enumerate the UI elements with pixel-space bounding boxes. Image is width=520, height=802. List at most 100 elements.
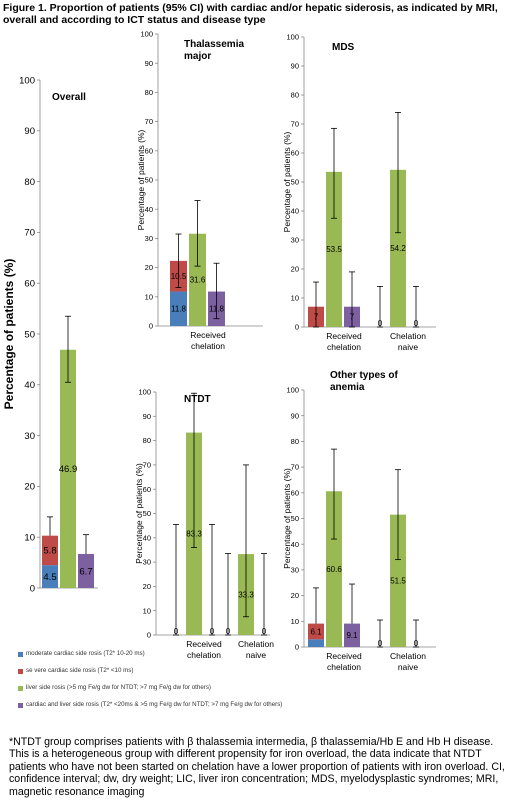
bar-segment bbox=[390, 169, 406, 327]
chart-ntdt: 0 10 20 30 40 50 60 70 80 90 100 Percentage of pati… bbox=[134, 388, 274, 660]
legend-swatch bbox=[18, 652, 23, 657]
y-tick-label: 40 bbox=[145, 205, 153, 214]
data-label: 51.5 bbox=[390, 577, 406, 586]
y-tick-label: 10 bbox=[291, 294, 299, 303]
data-label: 54.2 bbox=[390, 244, 406, 253]
x-category-label: naive bbox=[246, 650, 267, 660]
y-tick-label: 70 bbox=[24, 228, 35, 239]
y-tick-label: 100 bbox=[286, 33, 299, 42]
data-label: 11.8 bbox=[171, 305, 187, 314]
x-category-label: Chelation bbox=[238, 639, 274, 649]
data-label: 9.1 bbox=[346, 631, 358, 640]
y-tick-label: 30 bbox=[145, 234, 153, 243]
chart-thalassemia-major: 0 10 20 30 40 50 60 70 80 90 100 Percentage of pati… bbox=[136, 30, 263, 351]
legend-label: cardiac and liver side rosis (T2* <20ms … bbox=[26, 701, 283, 708]
y-tick-label: 100 bbox=[138, 388, 151, 397]
chart-title: Other types of bbox=[330, 370, 398, 381]
legend-item: cardiac and liver side rosis (T2* <20ms … bbox=[18, 701, 498, 718]
x-category-label: chelation bbox=[191, 341, 225, 351]
y-tick-label: 60 bbox=[145, 146, 153, 155]
y-tick-label: 30 bbox=[24, 431, 35, 442]
x-category-label: naive bbox=[398, 662, 419, 672]
y-tick-label: 20 bbox=[145, 263, 153, 272]
y-tick-label: 50 bbox=[291, 514, 299, 523]
y-tick-label: 80 bbox=[24, 177, 35, 188]
y-tick-label: 50 bbox=[291, 178, 299, 187]
y-tick-label: 40 bbox=[24, 380, 35, 391]
y-tick-label: 60 bbox=[291, 149, 299, 158]
legend-label: liver side rosis (>5 mg Fe/g dw for NTDT… bbox=[26, 684, 211, 691]
x-category-label: Chelation bbox=[390, 651, 426, 661]
chart-other-anemia: 0 10 20 30 40 50 60 70 80 90 100 Percentage of pati… bbox=[282, 370, 436, 672]
x-category-label: chelation bbox=[187, 650, 221, 660]
x-category-label: Received bbox=[326, 331, 362, 341]
data-label: 6.1 bbox=[310, 627, 322, 636]
y-tick-label: 10 bbox=[291, 617, 299, 626]
y-tick-label: 20 bbox=[24, 482, 35, 493]
y-tick-label: 0 bbox=[30, 583, 35, 594]
chart-title: anemia bbox=[330, 382, 365, 393]
bar-segment bbox=[344, 623, 360, 647]
x-category-label: Received bbox=[190, 330, 226, 340]
y-tick-label: 50 bbox=[24, 329, 35, 340]
data-label: 53.5 bbox=[326, 245, 342, 254]
bar-segment bbox=[60, 349, 76, 588]
legend-swatch bbox=[18, 669, 23, 674]
y-tick-label: 20 bbox=[291, 265, 299, 274]
y-tick-label: 10 bbox=[145, 292, 153, 301]
legend-label: se vere cardiac side rosis (T2* <10 ms) bbox=[26, 667, 134, 674]
y-tick-label: 70 bbox=[291, 463, 299, 472]
y-tick-label: 70 bbox=[291, 120, 299, 129]
data-label: 60.6 bbox=[326, 565, 342, 574]
y-tick-label: 0 bbox=[295, 643, 299, 652]
x-category-label: Chelation bbox=[390, 331, 426, 341]
y-axis-label: Percentage of patients (%) bbox=[282, 132, 292, 233]
y-tick-label: 10 bbox=[143, 606, 151, 615]
y-tick-label: 30 bbox=[291, 566, 299, 575]
y-tick-label: 20 bbox=[143, 582, 151, 591]
y-tick-label: 30 bbox=[143, 558, 151, 567]
y-tick-label: 80 bbox=[291, 437, 299, 446]
chart-overall: 0 10 20 30 40 50 60 70 80 90 100 Percentage of pati… bbox=[2, 75, 98, 594]
legend-label: moderate cardiac side rosis (T2* 10-20 m… bbox=[26, 650, 145, 657]
y-axis-label: Percentage of patients (%) bbox=[134, 463, 144, 564]
data-label: 5.8 bbox=[43, 546, 56, 557]
chart-title: Thalassemia bbox=[184, 39, 244, 50]
y-tick-label: 70 bbox=[145, 117, 153, 126]
data-label: 6.7 bbox=[79, 566, 92, 577]
y-tick-label: 40 bbox=[143, 533, 151, 542]
y-tick-label: 100 bbox=[19, 75, 35, 86]
chart-title: Overall bbox=[52, 92, 86, 103]
y-tick-label: 90 bbox=[291, 411, 299, 420]
y-tick-label: 60 bbox=[24, 279, 35, 290]
figure-footnote: *NTDT group comprises patients with β th… bbox=[9, 736, 505, 798]
y-tick-label: 50 bbox=[145, 176, 153, 185]
bar-segment bbox=[42, 565, 58, 588]
bar-segment bbox=[189, 233, 206, 326]
data-label: 46.9 bbox=[59, 464, 78, 475]
x-category-label: chelation bbox=[327, 662, 361, 672]
y-tick-label: 100 bbox=[140, 30, 153, 39]
legend: moderate cardiac side rosis (T2* 10-20 m… bbox=[18, 650, 498, 718]
y-tick-label: 60 bbox=[291, 488, 299, 497]
legend-item: se vere cardiac side rosis (T2* <10 ms) bbox=[18, 667, 498, 684]
y-tick-label: 90 bbox=[24, 126, 35, 137]
y-tick-label: 40 bbox=[291, 207, 299, 216]
x-category-label: Received bbox=[326, 651, 362, 661]
y-axis-label: Percentage of patients (%) bbox=[2, 259, 16, 410]
x-category-label: naive bbox=[398, 342, 419, 352]
y-tick-label: 60 bbox=[143, 485, 151, 494]
x-category-label: chelation bbox=[327, 342, 361, 352]
bar-segment bbox=[308, 639, 324, 647]
chart-mds: 0 10 20 30 40 50 60 70 80 90 100 Percentage of pati… bbox=[282, 33, 436, 352]
y-axis-label: Percentage of patients (%) bbox=[136, 130, 146, 231]
chart-title: NTDT bbox=[184, 394, 211, 405]
y-tick-label: 50 bbox=[143, 509, 151, 518]
x-category-label: Received bbox=[186, 639, 222, 649]
y-tick-label: 0 bbox=[147, 631, 151, 640]
y-tick-label: 90 bbox=[291, 62, 299, 71]
y-tick-label: 80 bbox=[145, 88, 153, 97]
y-tick-label: 10 bbox=[24, 533, 35, 544]
legend-swatch bbox=[18, 686, 23, 691]
chart-title: MDS bbox=[332, 42, 355, 53]
